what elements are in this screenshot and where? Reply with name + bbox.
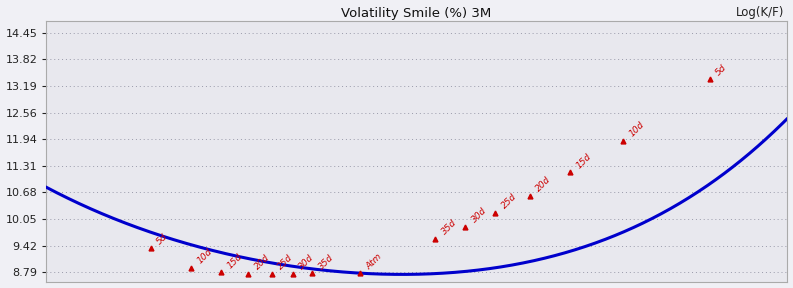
Text: Atm: Atm — [365, 252, 385, 271]
Text: 25d: 25d — [500, 192, 519, 211]
Text: 15d: 15d — [225, 252, 244, 270]
Title: Volatility Smile (%) 3M: Volatility Smile (%) 3M — [342, 7, 492, 20]
Text: 25d: 25d — [277, 253, 295, 272]
Text: 30d: 30d — [469, 206, 488, 224]
Text: 5d: 5d — [155, 232, 170, 246]
Text: 5d: 5d — [714, 63, 729, 77]
Text: Log(K/F): Log(K/F) — [736, 5, 784, 18]
Text: 15d: 15d — [575, 152, 593, 170]
Text: 30d: 30d — [297, 253, 316, 272]
Text: 20d: 20d — [534, 175, 553, 194]
Text: 20d: 20d — [252, 253, 271, 272]
Text: 35d: 35d — [440, 218, 458, 237]
Text: 10d: 10d — [196, 247, 214, 266]
Text: 35d: 35d — [317, 253, 335, 271]
Text: 10d: 10d — [627, 120, 646, 139]
